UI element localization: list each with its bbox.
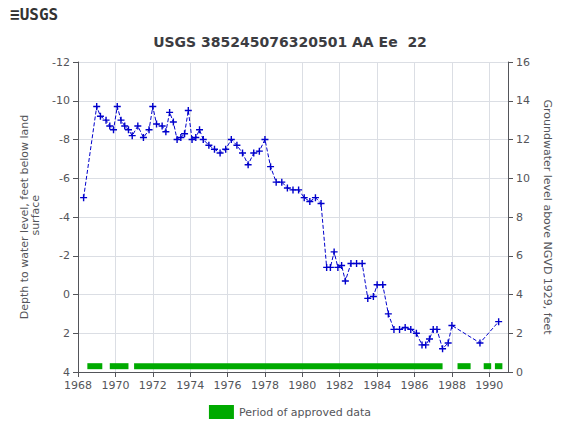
svg-text:4: 4 <box>516 288 523 301</box>
svg-text:1972: 1972 <box>139 379 167 392</box>
svg-text:-2: -2 <box>59 249 70 262</box>
svg-text:6: 6 <box>516 249 523 262</box>
svg-text:1970: 1970 <box>101 379 129 392</box>
svg-text:4: 4 <box>63 366 70 379</box>
svg-text:Depth to water level, feet bel: Depth to water level, feet below land <box>18 114 32 320</box>
svg-text:2: 2 <box>63 327 70 340</box>
svg-text:1976: 1976 <box>214 379 242 392</box>
svg-text:-6: -6 <box>59 172 70 185</box>
svg-text:1988: 1988 <box>438 379 466 392</box>
svg-text:surface: surface <box>29 195 42 239</box>
svg-text:-8: -8 <box>59 133 70 146</box>
svg-text:16: 16 <box>516 56 530 69</box>
svg-text:1974: 1974 <box>176 379 204 392</box>
svg-text:Period of approved data: Period of approved data <box>239 406 371 419</box>
svg-text:USGS 385245076320501 AA Ee 22: USGS 385245076320501 AA Ee 22 <box>153 34 427 50</box>
svg-text:1986: 1986 <box>401 379 429 392</box>
svg-text:Groundwater level above NGVD 1: Groundwater level above NGVD 1929, feet <box>541 99 554 335</box>
svg-text:8: 8 <box>516 211 523 224</box>
svg-text:-4: -4 <box>59 211 70 224</box>
svg-text:1990: 1990 <box>475 379 503 392</box>
svg-text:1978: 1978 <box>251 379 279 392</box>
svg-text:≡USGS: ≡USGS <box>10 5 58 24</box>
svg-text:0: 0 <box>516 366 523 379</box>
svg-text:1982: 1982 <box>326 379 354 392</box>
svg-text:12: 12 <box>516 133 530 146</box>
svg-text:10: 10 <box>516 172 530 185</box>
svg-text:0: 0 <box>63 288 70 301</box>
svg-text:1984: 1984 <box>363 379 391 392</box>
svg-text:2: 2 <box>516 327 523 340</box>
svg-text:14: 14 <box>516 94 530 107</box>
svg-text:1968: 1968 <box>64 379 92 392</box>
svg-text:-10: -10 <box>52 94 70 107</box>
svg-text:-12: -12 <box>52 56 70 69</box>
svg-text:1980: 1980 <box>288 379 316 392</box>
